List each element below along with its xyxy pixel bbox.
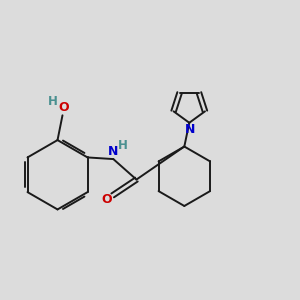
Text: H: H [118, 140, 128, 152]
Text: O: O [101, 193, 112, 206]
Text: O: O [59, 100, 69, 114]
Text: H: H [48, 95, 58, 108]
Text: N: N [108, 145, 119, 158]
Text: N: N [185, 123, 195, 136]
